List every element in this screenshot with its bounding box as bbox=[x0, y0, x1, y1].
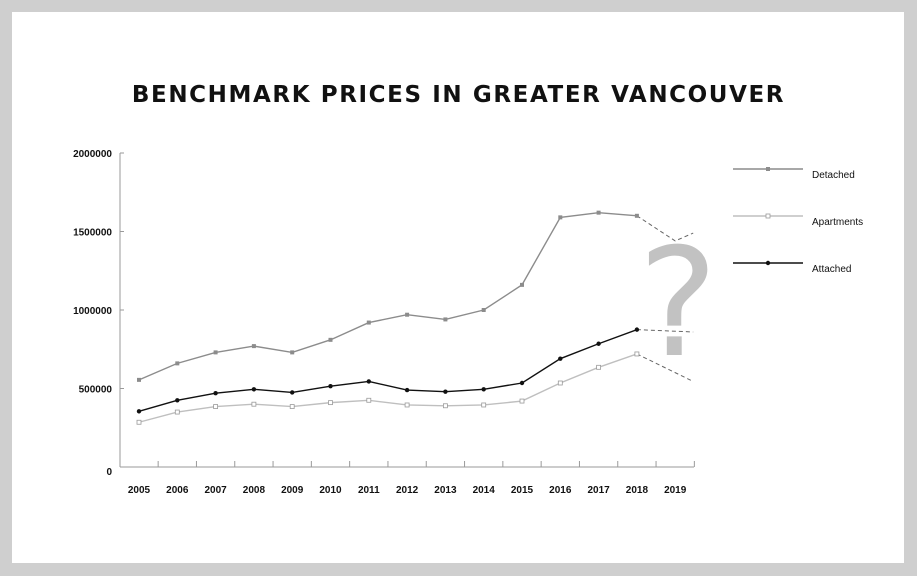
legend-label: Apartments bbox=[812, 217, 863, 228]
chart-title: BENCHMARK PRICES IN GREATER VANCOUVER bbox=[131, 82, 786, 108]
question-mark-annotation: ? bbox=[638, 217, 718, 391]
legend-item-attached: Attached bbox=[733, 260, 851, 275]
series-attached bbox=[136, 327, 694, 414]
y-tick-label: 0 bbox=[106, 467, 112, 478]
data-point bbox=[634, 213, 639, 218]
legend-marker bbox=[766, 167, 770, 171]
data-point bbox=[481, 402, 487, 408]
projection-line-attached bbox=[636, 329, 694, 333]
y-tick-label: 2000000 bbox=[73, 149, 112, 160]
data-point bbox=[366, 397, 372, 403]
legend-label: Detached bbox=[812, 170, 855, 181]
legend-marker bbox=[765, 260, 771, 266]
data-point bbox=[174, 409, 180, 415]
x-tick-label: 2011 bbox=[358, 485, 380, 496]
data-point bbox=[519, 380, 525, 386]
data-point bbox=[328, 383, 333, 389]
data-point bbox=[443, 317, 448, 322]
projection-line-detached bbox=[636, 215, 694, 242]
data-point bbox=[290, 390, 295, 395]
x-tick-label: 2012 bbox=[396, 485, 419, 496]
data-point bbox=[596, 210, 601, 215]
data-point bbox=[557, 380, 563, 386]
y-tick-label: 500000 bbox=[79, 385, 113, 396]
x-tick-label: 2014 bbox=[473, 485, 496, 496]
data-point bbox=[213, 391, 218, 396]
series-line-detached bbox=[138, 211, 637, 381]
x-tick-label: 2016 bbox=[549, 485, 572, 496]
x-tick-label: 2010 bbox=[319, 485, 342, 496]
data-point bbox=[251, 344, 256, 349]
data-point bbox=[328, 337, 333, 342]
data-point bbox=[137, 377, 141, 382]
x-tick-label: 2017 bbox=[587, 485, 610, 496]
data-point bbox=[366, 320, 371, 325]
legend-item-detached: Detached bbox=[733, 167, 855, 181]
y-tick-label: 1500000 bbox=[73, 228, 112, 239]
data-point bbox=[213, 350, 218, 355]
data-point bbox=[136, 419, 142, 425]
legend-marker bbox=[765, 213, 771, 219]
series-detached bbox=[137, 210, 694, 382]
data-point bbox=[175, 398, 180, 403]
series-line-attached bbox=[138, 328, 638, 412]
data-point bbox=[289, 404, 295, 409]
x-tick-label: 2018 bbox=[626, 485, 649, 496]
data-point bbox=[520, 282, 524, 287]
y-tick-label: 1000000 bbox=[73, 306, 112, 317]
data-point bbox=[481, 387, 486, 392]
x-tick-label: 2013 bbox=[434, 485, 457, 496]
data-point bbox=[596, 341, 601, 346]
chart-frame bbox=[12, 12, 904, 563]
legend-item-apartments: Apartments bbox=[733, 213, 863, 228]
projection-line-apartments bbox=[636, 353, 694, 382]
data-point bbox=[634, 327, 640, 332]
data-point bbox=[328, 400, 333, 406]
data-point bbox=[136, 409, 142, 414]
series-line-apartments bbox=[138, 353, 638, 423]
data-point bbox=[404, 402, 410, 408]
data-point bbox=[175, 361, 180, 366]
data-point bbox=[404, 387, 410, 393]
data-point bbox=[519, 398, 525, 404]
data-point bbox=[634, 351, 640, 357]
x-tick-label: 2007 bbox=[204, 485, 227, 496]
x-tick-label: 2006 bbox=[166, 485, 189, 496]
x-tick-label: 2005 bbox=[128, 485, 151, 496]
data-point bbox=[366, 379, 371, 384]
data-point bbox=[558, 215, 563, 220]
data-point bbox=[596, 364, 601, 370]
x-tick-label: 2008 bbox=[243, 485, 266, 496]
x-tick-label: 2009 bbox=[281, 485, 304, 496]
legend-label: Attached bbox=[812, 264, 851, 275]
series-apartments bbox=[136, 351, 694, 425]
x-tick-label: 2019 bbox=[664, 485, 687, 496]
data-point bbox=[213, 404, 219, 409]
data-point bbox=[290, 350, 295, 355]
data-point bbox=[251, 401, 257, 407]
data-point bbox=[251, 387, 257, 392]
data-point bbox=[442, 403, 448, 409]
data-point bbox=[481, 308, 486, 312]
x-tick-label: 2015 bbox=[511, 485, 534, 496]
data-point bbox=[405, 312, 410, 317]
data-point bbox=[558, 356, 563, 361]
data-point bbox=[443, 389, 448, 394]
